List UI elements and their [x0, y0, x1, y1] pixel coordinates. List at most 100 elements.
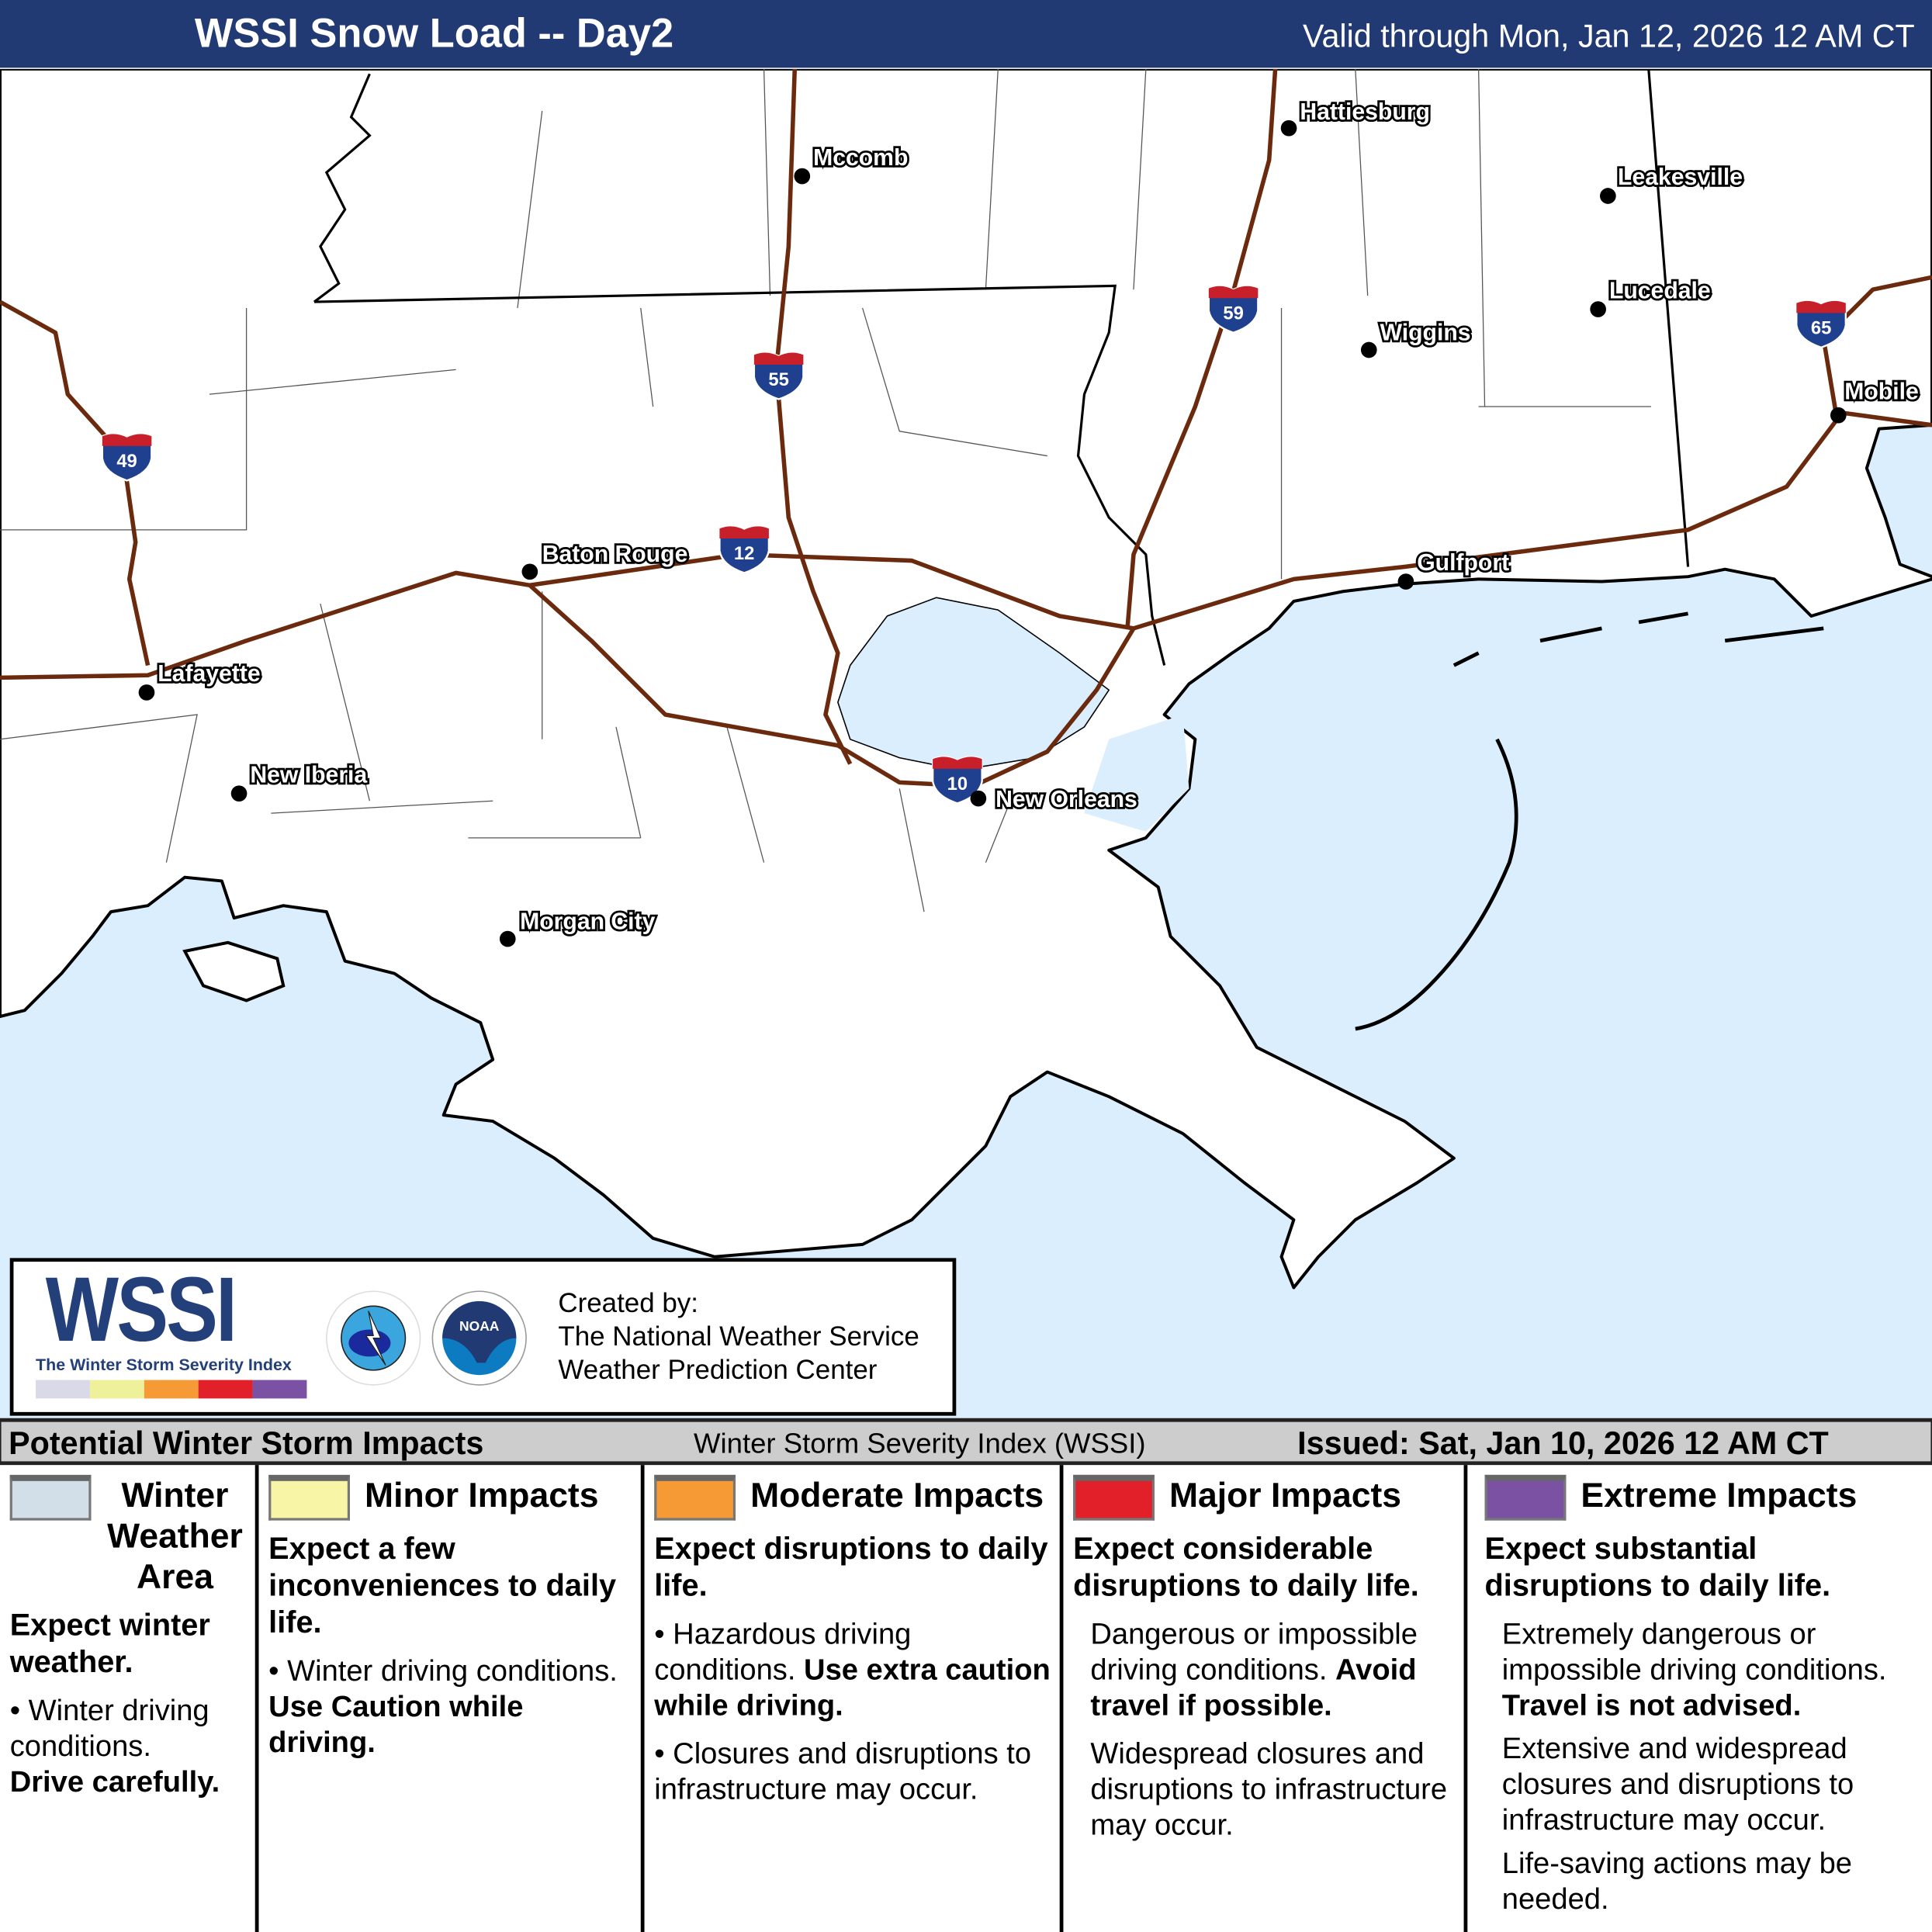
category-title: Major Impacts [1169, 1476, 1402, 1515]
city-mccomb: Mccomb [794, 143, 910, 185]
city-hattiesburg: Hattiesburg [1280, 97, 1432, 137]
city-label: New Orleans [995, 787, 1137, 812]
category-title: Winter Weather Area [107, 1476, 243, 1596]
category-bullet: Extremely dangerous or impossible drivin… [1501, 1618, 1887, 1723]
interstate-number: 65 [1811, 317, 1831, 338]
city-mobile: Mobile [1830, 377, 1921, 424]
interstate-49-shield-icon: 49 [101, 433, 153, 482]
city-dot [1360, 341, 1377, 358]
category-header: Minor Impacts [268, 1474, 635, 1521]
legend-heading: Potential Winter Storm Impacts [9, 1424, 484, 1462]
category-major: Major Impacts Expect considerable disrup… [1059, 1465, 1464, 1932]
city-label: Gulfport [1417, 550, 1509, 576]
city-dot [1830, 407, 1847, 424]
chandeleur-islands [1355, 738, 1518, 1031]
category-header: Major Impacts [1073, 1474, 1459, 1521]
state-line-ms-al [1647, 68, 1690, 567]
category-bullet: Widespread closures and disruptions to i… [1090, 1737, 1448, 1843]
color-bar-segment [144, 1380, 199, 1399]
city-label: Morgan City [520, 909, 655, 934]
mississippi-river [313, 73, 372, 303]
category-title: Extreme Impacts [1581, 1476, 1858, 1515]
interstate-number: 12 [734, 543, 754, 564]
city-label: Lucedale [1609, 278, 1711, 303]
interstate-10-shield-icon: 10 [931, 756, 983, 805]
category-title: Moderate Impacts [750, 1476, 1044, 1515]
category-swatch [1484, 1474, 1567, 1521]
category-swatch [654, 1474, 736, 1521]
legend-bar: Potential Winter Storm Impacts Winter St… [0, 1418, 1932, 1466]
city-label: Wiggins [1380, 320, 1471, 345]
category-swatch [9, 1474, 92, 1521]
impact-legend: Winter Weather Area Expect winter weathe… [0, 1465, 1932, 1932]
category-bullet: • Hazardous driving conditions. Use extr… [654, 1618, 1051, 1723]
category-headline: Expect considerable disruptions to daily… [1073, 1531, 1419, 1604]
marsh-island [182, 940, 286, 1002]
category-extreme: Extreme Impacts Expect substantial disru… [1463, 1465, 1932, 1932]
city-gulfport: Gulfport [1397, 548, 1511, 590]
category-bullet: • Winter driving conditions. Drive carefu… [9, 1694, 220, 1799]
category-header: Extreme Impacts [1484, 1474, 1927, 1521]
color-bar-segment [89, 1380, 144, 1399]
city-dot [1600, 188, 1616, 204]
credit-line: The National Weather Service [558, 1321, 919, 1352]
credits-box: WSSI The Winter Storm Severity Index NOA… [9, 1258, 957, 1416]
city-wiggins: Wiggins [1360, 318, 1473, 358]
city-dot [970, 790, 987, 807]
color-bar-segment [198, 1380, 253, 1399]
category-swatch [268, 1474, 350, 1521]
category-headline: Expect a few inconveniences to daily lif… [268, 1531, 617, 1640]
category-bullet: Dangerous or impossible driving conditio… [1090, 1618, 1418, 1723]
interstate-12-route [529, 552, 1134, 631]
city-label: New Iberia [250, 762, 367, 788]
map-title: WSSI Snow Load -- Day2 [194, 9, 674, 56]
interstate-number: 49 [116, 451, 137, 472]
category-header: Winter Weather Area [9, 1474, 251, 1597]
color-bar-segment [36, 1380, 90, 1399]
city-leakesville: Leakesville [1600, 162, 1745, 204]
city-new-iberia: New Iberia [230, 760, 369, 802]
city-morgan-city: Morgan City [499, 907, 657, 947]
category-title: Minor Impacts [365, 1476, 599, 1515]
category-headline: Expect disruptions to daily life. [654, 1531, 1048, 1604]
credit-line: Weather Prediction Center [558, 1354, 878, 1385]
state-line-ms-la [313, 284, 1166, 666]
wssi-logo: WSSI [45, 1258, 237, 1361]
color-bar-segment [252, 1380, 307, 1399]
interstate-12-shield-icon: 12 [718, 525, 770, 574]
valid-time: Valid through Mon, Jan 12, 2026 12 AM CT [1302, 17, 1915, 54]
nws-logo-icon [326, 1290, 421, 1386]
category-minor: Minor Impacts Expect a few inconvenience… [254, 1465, 641, 1932]
city-baton-rouge: Baton Rouge [521, 539, 690, 580]
city-label: Mccomb [813, 145, 908, 171]
county-lines [0, 68, 1651, 912]
legend-index-name: Winter Storm Severity Index (WSSI) [694, 1426, 1146, 1459]
city-dot [1280, 119, 1297, 137]
city-dot [230, 785, 248, 802]
lake-borgne [1084, 715, 1189, 832]
category-headline: Expect winter weather. [9, 1608, 210, 1680]
category-bullet: • Closures and disruptions to infrastruc… [654, 1737, 1032, 1807]
city-label: Baton Rouge [542, 542, 688, 567]
barrier-islands [1452, 611, 1824, 667]
city-label: Lafayette [158, 661, 260, 687]
credit-line: Created by: [558, 1287, 698, 1319]
category-bullet: Life-saving actions may be needed. [1501, 1847, 1853, 1916]
city-lafayette: Lafayette [138, 659, 262, 701]
interstate-number: 10 [947, 774, 968, 795]
city-new-orleans: New Orleans [970, 784, 1140, 815]
category-bullet: • Winter driving conditions. Use Caution… [268, 1654, 618, 1760]
city-label: Hattiesburg [1300, 99, 1430, 125]
credit-text: Created by: The National Weather Service… [558, 1286, 919, 1387]
city-label: Mobile [1844, 379, 1919, 405]
interstate-59-route [1125, 68, 1278, 629]
lake-pontchartrain [837, 597, 1110, 771]
category-winter-weather-area: Winter Weather Area Expect winter weathe… [0, 1465, 255, 1932]
map: 49 55 12 59 65 10 Hattiesburg Mccomb Leakesvill… [0, 68, 1932, 1420]
noaa-text: NOAA [459, 1318, 500, 1334]
interstate-number: 55 [768, 369, 788, 390]
city-dot [794, 168, 811, 185]
category-headline: Expect substantial disruptions to daily … [1484, 1531, 1831, 1604]
noaa-logo-icon: NOAA [431, 1290, 527, 1386]
interstate-59-shield-icon: 59 [1207, 285, 1259, 334]
